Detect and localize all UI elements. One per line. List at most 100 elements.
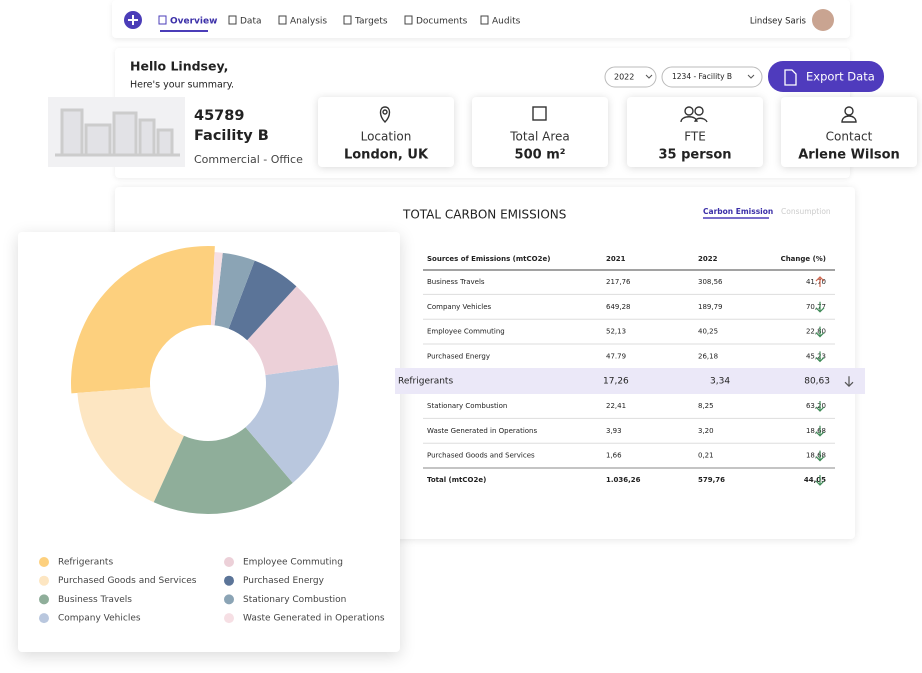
donut-segment	[247, 286, 338, 375]
legend-label: Company Vehicles	[58, 614, 141, 624]
table-cell: 189,79	[698, 303, 723, 311]
greeting: Hello Lindsey,	[130, 59, 228, 74]
year-select[interactable]	[604, 66, 657, 88]
total-cell: 44,05	[804, 476, 826, 484]
trend-arrow	[815, 450, 825, 462]
user-name: Lindsey Saris	[750, 17, 807, 27]
donut-segment	[77, 387, 184, 503]
table-cell: Employee Commuting	[427, 328, 505, 336]
table-cell: 0,21	[698, 452, 714, 460]
legend-swatch	[39, 594, 49, 605]
stat-value: 35 person	[658, 148, 731, 163]
table-cell: Waste Generated in Operations	[427, 427, 537, 435]
stat-card	[318, 97, 454, 167]
column-header: Change (%)	[781, 255, 826, 263]
nav-item[interactable]: Targets	[354, 17, 388, 27]
avatar[interactable]	[812, 9, 834, 31]
legend-swatch	[224, 557, 234, 567]
stat-card	[627, 97, 763, 167]
trend-arrow	[844, 376, 854, 388]
table-cell: 63,20	[806, 402, 826, 410]
table-cell: Company Vehicles	[427, 303, 492, 311]
legend-swatch	[224, 575, 234, 586]
buildings	[55, 108, 180, 157]
donut-segment	[228, 260, 297, 341]
legend-swatch	[224, 613, 234, 624]
table-cell: Stationary Combustion	[427, 402, 507, 410]
donut-segment	[210, 252, 223, 326]
table-cell: 22,41	[606, 402, 626, 410]
nav-item[interactable]: Data	[240, 17, 262, 27]
table-cell: 52,13	[606, 328, 626, 336]
trend-arrow	[815, 401, 825, 412]
table-cell: Purchased Goods and Services	[427, 452, 535, 460]
table-cell: 45,23	[806, 352, 826, 360]
table-title: TOTAL CARBON EMISSIONS	[402, 208, 566, 222]
nav-icon	[404, 15, 413, 25]
total-cell: 579,76	[698, 476, 725, 484]
donut-segment	[245, 364, 339, 483]
table-cell: 3,34	[710, 377, 730, 387]
nav-icon	[228, 15, 237, 25]
total-cell: 1.036,26	[606, 476, 641, 484]
nav-item[interactable]: Audits	[492, 17, 521, 27]
stat-value: 500 m²	[515, 148, 566, 163]
legend-label: Refrigerants	[58, 558, 113, 568]
column-header: 2022	[698, 255, 718, 263]
legend-label: Waste Generated in Operations	[243, 614, 385, 624]
legend-label: Purchased Goods and Services	[58, 576, 197, 586]
table-cell: Business Travels	[427, 278, 485, 286]
stat-icons	[379, 106, 857, 123]
nav-icon	[343, 15, 352, 25]
year-value[interactable]: 2022	[614, 73, 634, 82]
nav-icon	[278, 15, 287, 25]
nav-icon	[158, 15, 167, 25]
legend-swatch	[39, 557, 49, 567]
export-button[interactable]	[768, 61, 884, 92]
table-cell: 8,25	[698, 402, 714, 410]
nav-item[interactable]: Analysis	[290, 17, 327, 27]
column-header: Sources of Emissions (mtCO2e)	[427, 255, 550, 263]
table-cell: Refrigerants	[398, 377, 453, 387]
table-cell: 40,25	[698, 328, 718, 336]
table-cell: Purchased Energy	[427, 352, 490, 360]
stat-label: Location	[361, 130, 412, 144]
trend-arrow	[815, 301, 825, 313]
donut-segment	[214, 252, 255, 329]
table-cell: 649,28	[606, 303, 631, 311]
table-cell: 41,70	[806, 278, 826, 286]
facility-name: Facility B	[194, 128, 269, 144]
donut-segment	[71, 246, 215, 394]
table-cell: 26,18	[698, 352, 718, 360]
table-cell: 17,26	[603, 377, 629, 387]
legend-swatch	[39, 575, 49, 586]
table-cell: 18,68	[806, 427, 826, 435]
legend-label: Employee Commuting	[243, 558, 343, 568]
stat-value: London, UK	[344, 148, 429, 163]
nav-item[interactable]: Documents	[416, 17, 468, 27]
chevrons	[645, 74, 755, 79]
legend-swatch	[224, 594, 234, 605]
stat-value: Arlene Wilson	[798, 148, 900, 163]
export-icon	[784, 69, 797, 86]
nav-item[interactable]: Overview	[170, 17, 217, 27]
tab[interactable]: Consumption	[781, 207, 831, 216]
stat-label: FTE	[684, 130, 706, 144]
tab[interactable]: Carbon Emission	[703, 207, 773, 216]
table-cell: 3,93	[606, 427, 622, 435]
legend-swatch	[39, 613, 49, 624]
export-label[interactable]: Export Data	[806, 70, 875, 84]
table-cell: 70,77	[806, 303, 826, 311]
table-cell: 308,56	[698, 278, 723, 286]
donut-segment	[153, 427, 293, 514]
facility-value[interactable]: 1234 - Facility B	[672, 72, 732, 81]
logo-mark	[128, 15, 138, 25]
trend-arrow	[815, 351, 825, 363]
facility-id: 45789	[194, 108, 244, 124]
facility-select[interactable]	[661, 66, 763, 88]
subtitle: Here's your summary.	[130, 80, 234, 91]
trend-arrow	[815, 425, 825, 437]
trend-arrow	[815, 475, 825, 486]
